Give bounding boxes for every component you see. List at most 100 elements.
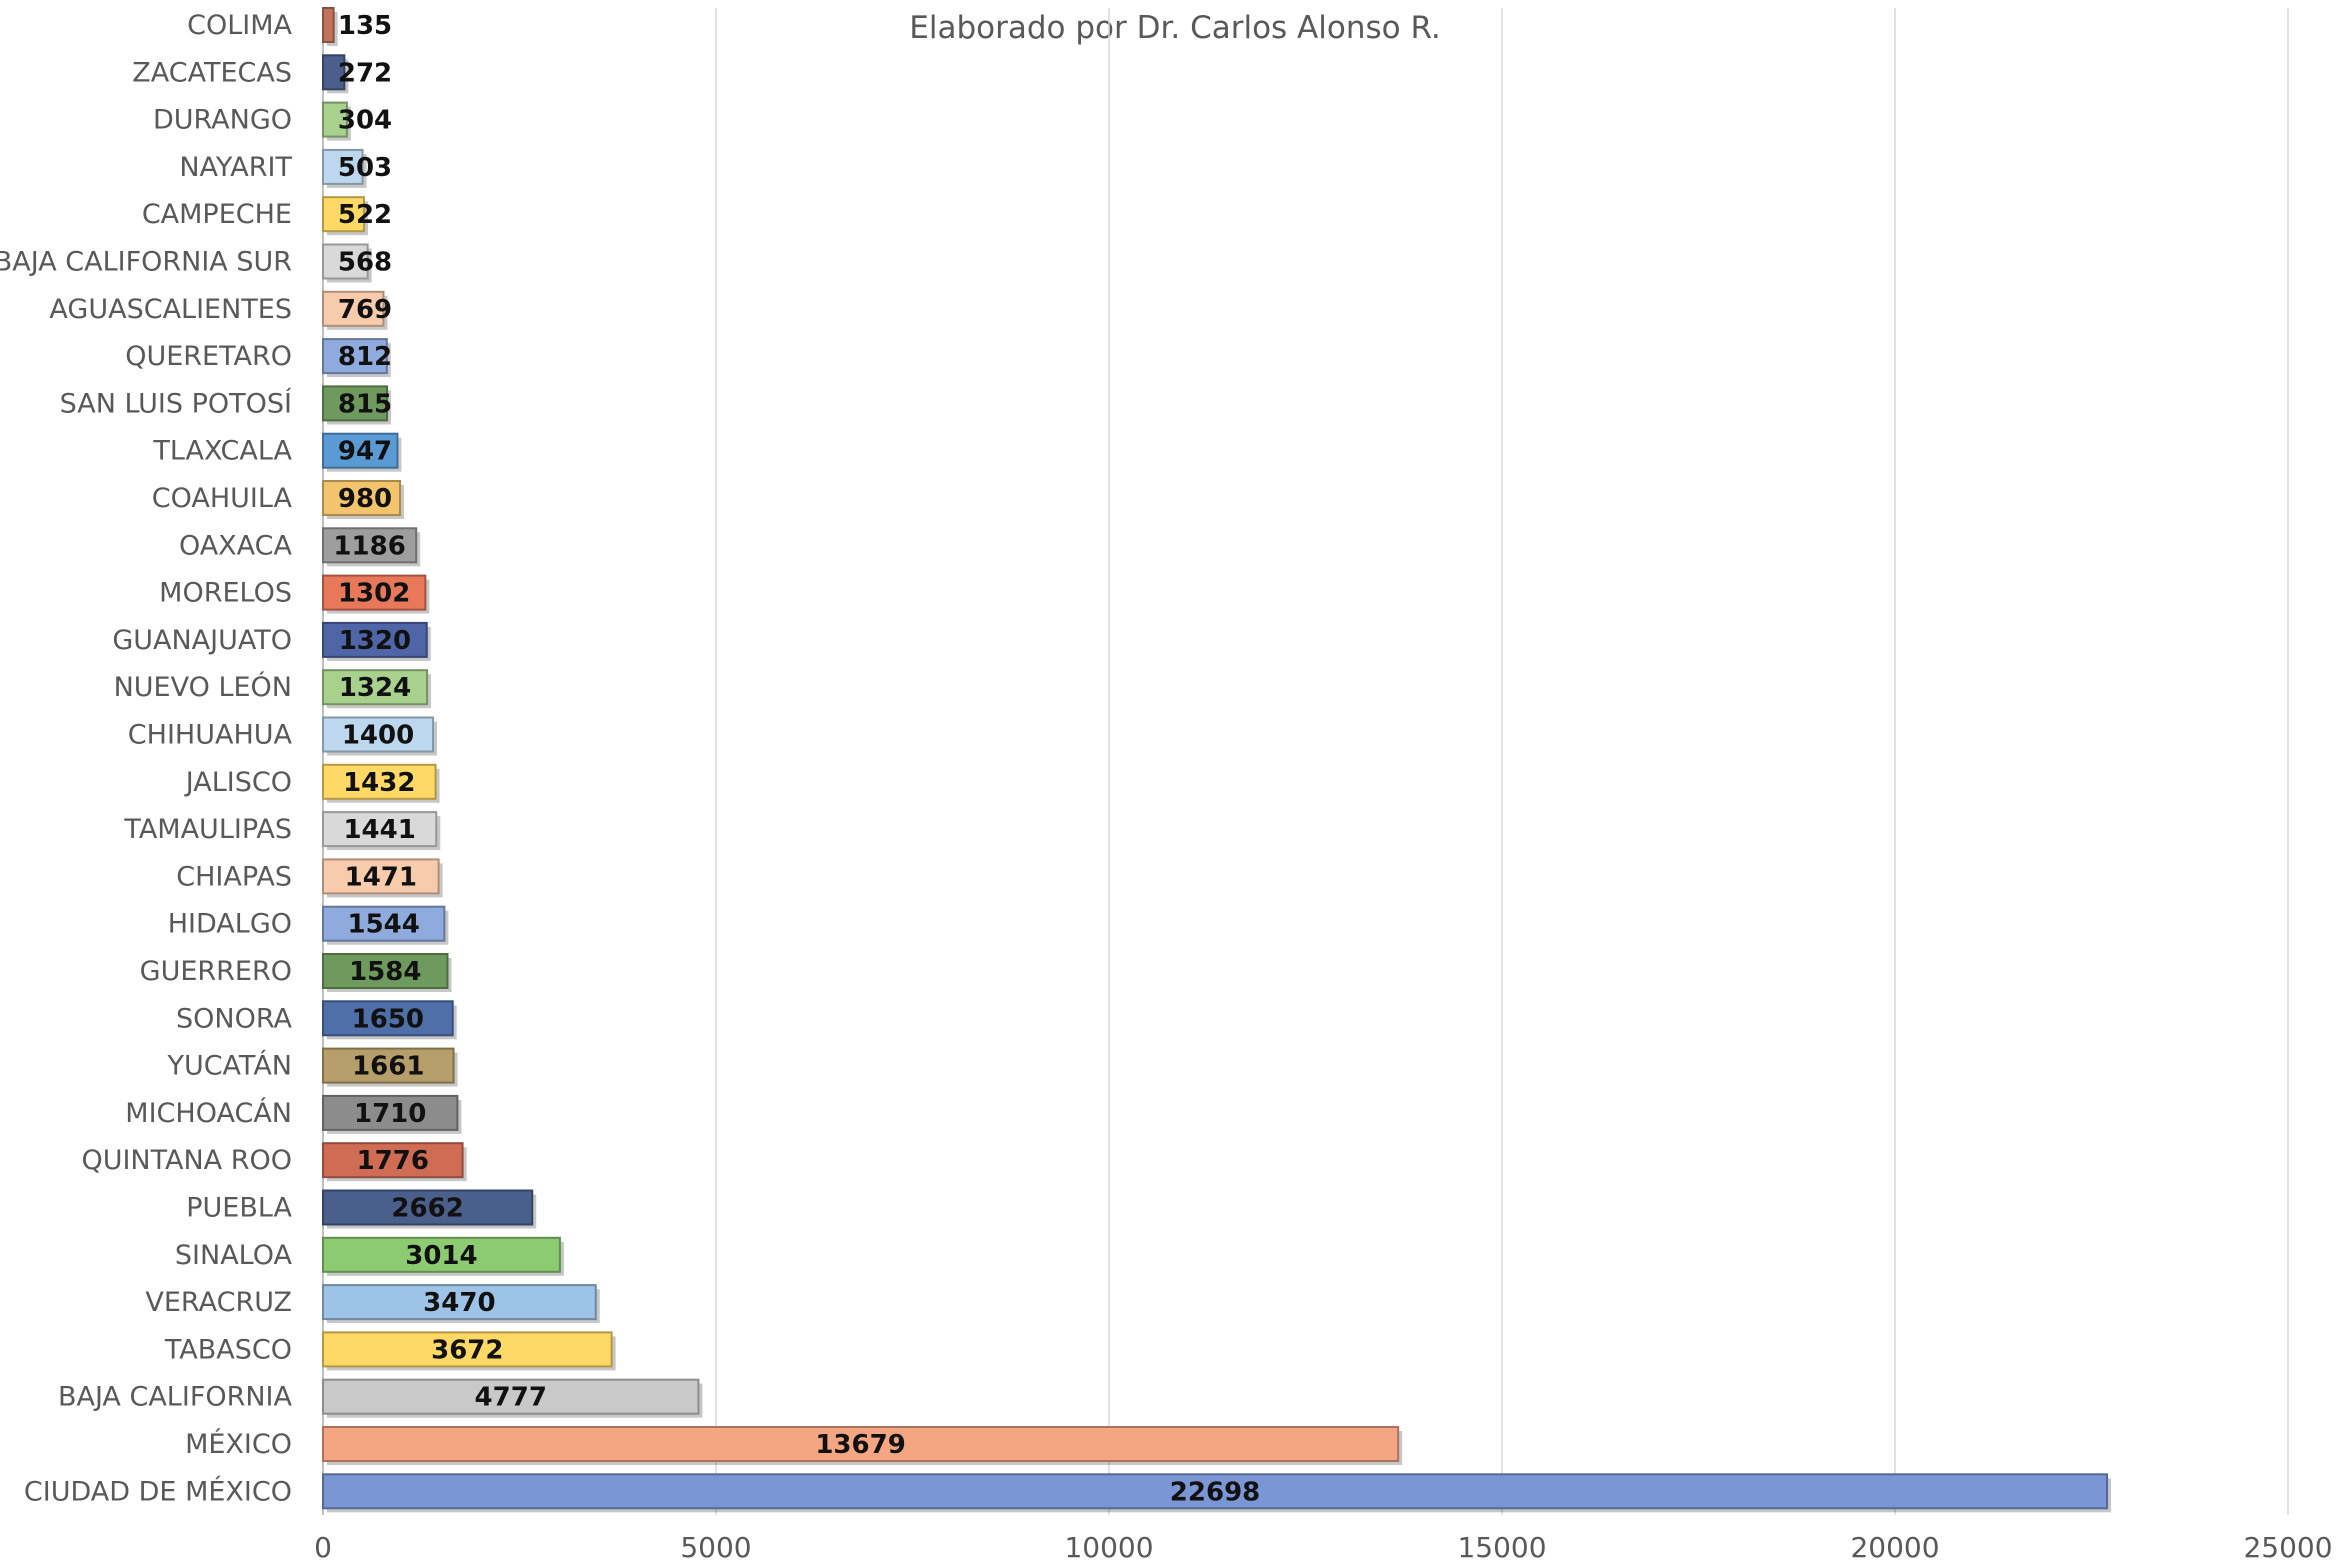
category-label: SINALOA bbox=[175, 1240, 293, 1271]
category-label: NAYARIT bbox=[179, 152, 292, 183]
bar bbox=[322, 527, 418, 564]
bar bbox=[322, 101, 348, 138]
bar bbox=[322, 621, 428, 658]
bar bbox=[322, 243, 369, 280]
data-labels: 135 272 304 503 522 568 769 812 815 947 980 1186 130… bbox=[333, 11, 1260, 1507]
category-label: MORELOS bbox=[159, 578, 292, 609]
category-label: NUEVO LEÓN bbox=[114, 671, 292, 703]
data-label: 272 bbox=[338, 58, 392, 88]
bar bbox=[322, 953, 449, 989]
x-tick-label: 20000 bbox=[1850, 1531, 1939, 1564]
bar bbox=[322, 1094, 459, 1131]
x-tick-label: 0 bbox=[314, 1531, 332, 1564]
category-label: VERACRUZ bbox=[145, 1287, 292, 1318]
data-label: 568 bbox=[338, 248, 392, 278]
category-labels: COLIMA ZACATECAS DURANGO NAYARIT CAMPECHE BAJ… bbox=[0, 10, 293, 1507]
x-tick-label: 5000 bbox=[680, 1531, 751, 1564]
bar bbox=[322, 290, 385, 327]
bar bbox=[322, 196, 366, 233]
bar bbox=[322, 669, 429, 706]
category-label: GUERRERO bbox=[140, 956, 292, 987]
bar bbox=[322, 1331, 613, 1368]
data-label: 1186 bbox=[333, 531, 405, 561]
data-label: 1650 bbox=[352, 1004, 424, 1034]
category-label: DURANGO bbox=[153, 105, 292, 136]
category-label: TABASCO bbox=[164, 1334, 292, 1365]
data-label: 1584 bbox=[349, 957, 421, 987]
category-label: TAMAULIPAS bbox=[123, 814, 292, 845]
bar bbox=[322, 1142, 464, 1179]
category-label: PUEBLA bbox=[186, 1193, 292, 1224]
data-label: 3014 bbox=[405, 1241, 477, 1271]
data-label: 812 bbox=[338, 342, 392, 372]
data-label: 2662 bbox=[391, 1194, 463, 1224]
data-label: 947 bbox=[338, 437, 392, 467]
bar bbox=[322, 716, 435, 753]
data-label: 980 bbox=[338, 484, 392, 514]
data-label: 1324 bbox=[339, 673, 411, 703]
x-tick-label: 15000 bbox=[1457, 1531, 1546, 1564]
category-label: MÉXICO bbox=[185, 1428, 292, 1460]
bar bbox=[322, 574, 427, 611]
data-label: 1471 bbox=[345, 862, 417, 892]
data-label: 1661 bbox=[352, 1052, 424, 1082]
bar bbox=[322, 905, 446, 942]
category-label: JALISCO bbox=[184, 767, 292, 798]
category-label: OAXACA bbox=[179, 530, 293, 561]
bar bbox=[322, 7, 335, 43]
data-label: 503 bbox=[338, 153, 392, 183]
data-label: 1432 bbox=[343, 768, 415, 798]
category-label: CAMPECHE bbox=[142, 199, 292, 230]
bar bbox=[322, 1378, 700, 1415]
category-label: GUANAJUATO bbox=[112, 625, 292, 656]
bar bbox=[322, 1473, 2109, 1510]
category-label: BAJA CALIFORNIA SUR bbox=[0, 247, 292, 278]
data-label: 1710 bbox=[354, 1099, 426, 1129]
bar bbox=[322, 1236, 561, 1273]
data-label: 13679 bbox=[815, 1430, 905, 1460]
category-label: SAN LUIS POTOSÍ bbox=[60, 387, 292, 419]
data-label: 135 bbox=[338, 11, 392, 41]
data-label: 1302 bbox=[338, 579, 410, 609]
data-label: 1400 bbox=[342, 721, 414, 751]
bar bbox=[322, 858, 440, 895]
category-label: CHIAPAS bbox=[176, 861, 292, 892]
bar bbox=[322, 1284, 597, 1321]
bar bbox=[322, 338, 388, 375]
category-label: HIDALGO bbox=[168, 909, 292, 940]
bar bbox=[322, 1047, 455, 1084]
bar bbox=[322, 811, 438, 848]
x-tick-label: 10000 bbox=[1064, 1531, 1153, 1564]
category-label: BAJA CALIFORNIA bbox=[58, 1382, 293, 1413]
data-label: 769 bbox=[338, 295, 392, 325]
data-label: 22698 bbox=[1170, 1477, 1260, 1507]
category-label: AGUASCALIENTES bbox=[49, 294, 292, 325]
bar bbox=[322, 1189, 534, 1226]
bar bbox=[322, 54, 346, 91]
x-tick-label: 25000 bbox=[2243, 1531, 2332, 1564]
category-label: CHIHUAHUA bbox=[128, 720, 293, 751]
category-label: MICHOACÁN bbox=[125, 1097, 292, 1129]
bar bbox=[322, 1426, 1400, 1462]
bar bbox=[322, 148, 364, 185]
category-label: YUCATÁN bbox=[166, 1050, 292, 1082]
chart-subtitle: Elaborado por Dr. Carlos Alonso R. bbox=[909, 10, 1440, 46]
bar bbox=[322, 480, 402, 516]
bar bbox=[322, 763, 437, 800]
gridlines bbox=[322, 8, 2289, 1515]
data-label: 1776 bbox=[357, 1146, 429, 1176]
category-label: ZACATECAS bbox=[132, 57, 292, 88]
bar bbox=[322, 432, 399, 469]
category-label: COAHUILA bbox=[152, 483, 293, 514]
category-label: TLAXCALA bbox=[152, 436, 292, 467]
data-label: 3672 bbox=[431, 1335, 503, 1365]
data-label: 1441 bbox=[343, 815, 415, 845]
data-label: 304 bbox=[338, 106, 392, 136]
x-axis-ticks: 0 5000 10000 15000 20000 25000 bbox=[314, 1531, 2332, 1564]
category-label: QUERETARO bbox=[125, 341, 292, 372]
data-label: 1544 bbox=[347, 910, 419, 940]
category-label: SONORA bbox=[176, 1003, 293, 1034]
data-label: 4777 bbox=[475, 1383, 547, 1413]
bars bbox=[322, 7, 2112, 1513]
